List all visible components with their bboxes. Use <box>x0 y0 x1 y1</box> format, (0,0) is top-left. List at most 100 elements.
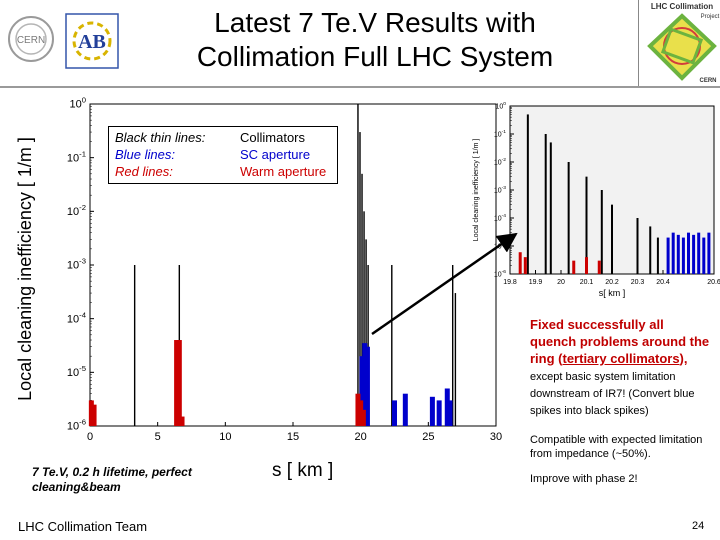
inset-chart-bar-sc-aperture <box>666 237 670 274</box>
main-chart-y-tick-label: 10-6 <box>67 418 86 433</box>
inset-chart-bar-collimators <box>544 134 547 274</box>
main-chart-bar-collimators <box>133 265 136 426</box>
footer-team: LHC Collimation Team <box>18 519 148 534</box>
inset-chart-bar-warm-aperture <box>597 260 601 274</box>
cern-logo: CERN <box>8 16 54 62</box>
legend-value-warm: Warm aperture <box>240 164 327 179</box>
inset-chart-bar-collimators <box>611 204 613 274</box>
inset-chart-bar-warm-aperture <box>572 260 576 274</box>
slide-title-line-2: Collimation Full LHC System <box>196 41 554 72</box>
inset-chart-bar-sc-aperture <box>687 232 690 274</box>
main-y-axis-label: Local cleaning inefficiency [ 1/m ] <box>15 137 35 401</box>
main-chart-x-tick-label: 25 <box>422 431 434 443</box>
inset-chart-bar-collimators <box>585 176 588 274</box>
slide-title: Latest 7 Te.V Results with Collimation F… <box>140 6 610 74</box>
main-chart-bar-sc-aperture <box>362 343 368 426</box>
tertiary-collimators-text: tertiary collimators <box>562 351 680 366</box>
main-chart-x-tick-label: 5 <box>155 431 161 443</box>
lhc-logo-cern: CERN <box>699 78 716 84</box>
inset-chart-x-tick-label: 20.3 <box>631 279 645 286</box>
inset-chart-bar-collimators <box>600 190 603 274</box>
main-chart-bar-warm-aperture <box>355 393 361 426</box>
inset-chart-x-tick-label: 20.1 <box>580 279 594 286</box>
main-chart-bar-warm-aperture <box>174 340 180 426</box>
main-chart-bar-warm-aperture <box>176 340 182 426</box>
inset-chart-bar-sc-aperture <box>681 237 685 274</box>
fixed-note-part2: ), <box>679 351 688 366</box>
legend-value-sc: SC aperture <box>240 147 311 162</box>
lhc-logo-project: Project <box>701 14 720 20</box>
inset-chart-y-tick-label: 10-4 <box>494 213 506 222</box>
main-chart-bar-collimators <box>365 239 367 426</box>
fixed-note-detail: except basic system limitation downstrea… <box>530 371 695 417</box>
main-chart-bar-sc-aperture <box>429 396 435 426</box>
main-chart-y-tick-label: 100 <box>69 96 86 111</box>
inset-chart-bar-collimators <box>526 114 529 275</box>
slide-title-line-1: Latest 7 Te.V Results with <box>214 7 536 38</box>
improve-line: Improve with phase 2! <box>530 473 638 485</box>
inset-chart-x-tick-label: 20.4 <box>656 279 670 286</box>
lhc-logo-title: LHC Collimation <box>651 2 713 11</box>
legend-label-collimators: Black thin lines: <box>115 130 206 145</box>
main-chart-bar-warm-aperture <box>358 400 364 426</box>
beam-conditions-note: 7 Te.V, 0.2 h lifetime, perfect cleaning… <box>32 465 192 494</box>
inset-chart-bar-sc-aperture <box>676 234 680 274</box>
inset-chart-bar-sc-aperture <box>697 232 701 274</box>
inset-chart-bar-sc-aperture <box>702 237 706 274</box>
inset-chart-bar-warm-aperture <box>518 252 522 274</box>
main-chart-bar-warm-aperture <box>91 404 97 426</box>
main-chart-bar-sc-aperture <box>359 356 365 426</box>
main-x-axis-label: s [ km ] <box>272 460 334 481</box>
inset-chart-y-axis-label: Local cleaning inefficiency [ 1/m ] <box>473 139 480 242</box>
main-chart-bar-sc-aperture <box>402 393 408 426</box>
lhc-collimation-logo: LHC Collimation Project CERN <box>638 0 720 86</box>
inset-chart-y-tick-label: 10-2 <box>494 157 506 166</box>
legend-value-collimators: Collimators <box>240 130 306 145</box>
abt-logo: AB <box>65 13 119 69</box>
main-chart-bar-collimators <box>391 265 393 426</box>
inset-chart-y-tick-label: 10-1 <box>494 129 506 138</box>
main-chart-y-tick-label: 10-5 <box>67 364 86 379</box>
inset-chart-y-tick-label: 10-3 <box>494 185 506 194</box>
inset-chart-x-tick-label: 19.9 <box>529 279 543 286</box>
main-chart-bar-collimators <box>367 265 369 426</box>
fixed-quench-note: Fixed successfully all quench problems a… <box>530 316 710 418</box>
inset-chart-bar-collimators <box>567 162 570 274</box>
fixed-note-part1: Fixed successfully all quench problems a… <box>530 317 710 366</box>
legend-label-sc: Blue lines: <box>115 147 175 162</box>
page-number: 24 <box>692 520 705 532</box>
compat-line: Compatible with expected limitation from… <box>530 434 703 460</box>
inset-chart-bar-sc-aperture <box>671 232 675 274</box>
inset-chart-x-tick-label: 19.8 <box>503 279 517 286</box>
main-chart-bar-warm-aperture <box>360 409 366 426</box>
main-chart-bar-collimators <box>363 211 365 426</box>
legend-label-warm: Red lines: <box>115 164 173 179</box>
inset-chart-bar-collimators <box>649 226 652 274</box>
main-chart-bar-collimators <box>361 173 363 426</box>
inset-chart-bar-sc-aperture <box>707 232 711 274</box>
inset-chart-x-tick-label: 20.6 <box>707 279 720 286</box>
main-chart-y-tick-label: 10-4 <box>67 310 87 325</box>
inset-chart-x-tick-label: 20 <box>557 279 565 286</box>
inset-chart-y-tick-label: 100 <box>495 101 506 110</box>
inset-chart: 100 10-1 10-2 10-3 10-4 10-5 10-619.8 19.9 20 20.… <box>473 101 720 298</box>
inset-chart-bar-sc-aperture <box>692 234 696 274</box>
inset-chart-y-tick-label: 10-6 <box>494 269 506 278</box>
abt-logo-text: AB <box>78 31 106 53</box>
inset-chart-bar-collimators <box>636 218 639 274</box>
cern-logo-text: CERN <box>17 35 45 46</box>
main-chart-y-tick-label: 10-1 <box>67 149 86 164</box>
chart-legend: Black thin lines: Collimators Blue lines… <box>108 126 338 184</box>
main-chart-bar-sc-aperture <box>436 400 442 426</box>
inset-chart-bar-collimators <box>656 237 659 274</box>
main-chart-bar-warm-aperture <box>179 416 185 426</box>
main-chart-bar-sc-aperture <box>392 400 397 426</box>
main-chart-bar-collimators <box>451 265 454 426</box>
main-chart-bar-collimators <box>454 293 457 426</box>
inset-chart-x-axis-label: s[ km ] <box>599 288 626 298</box>
main-chart-x-tick-label: 20 <box>355 431 367 443</box>
main-chart-y-tick-label: 10-3 <box>67 257 86 272</box>
main-chart-bar-sc-aperture <box>364 346 370 426</box>
main-chart-x-tick-label: 0 <box>87 431 93 443</box>
inset-chart-bar-collimators <box>549 142 552 274</box>
